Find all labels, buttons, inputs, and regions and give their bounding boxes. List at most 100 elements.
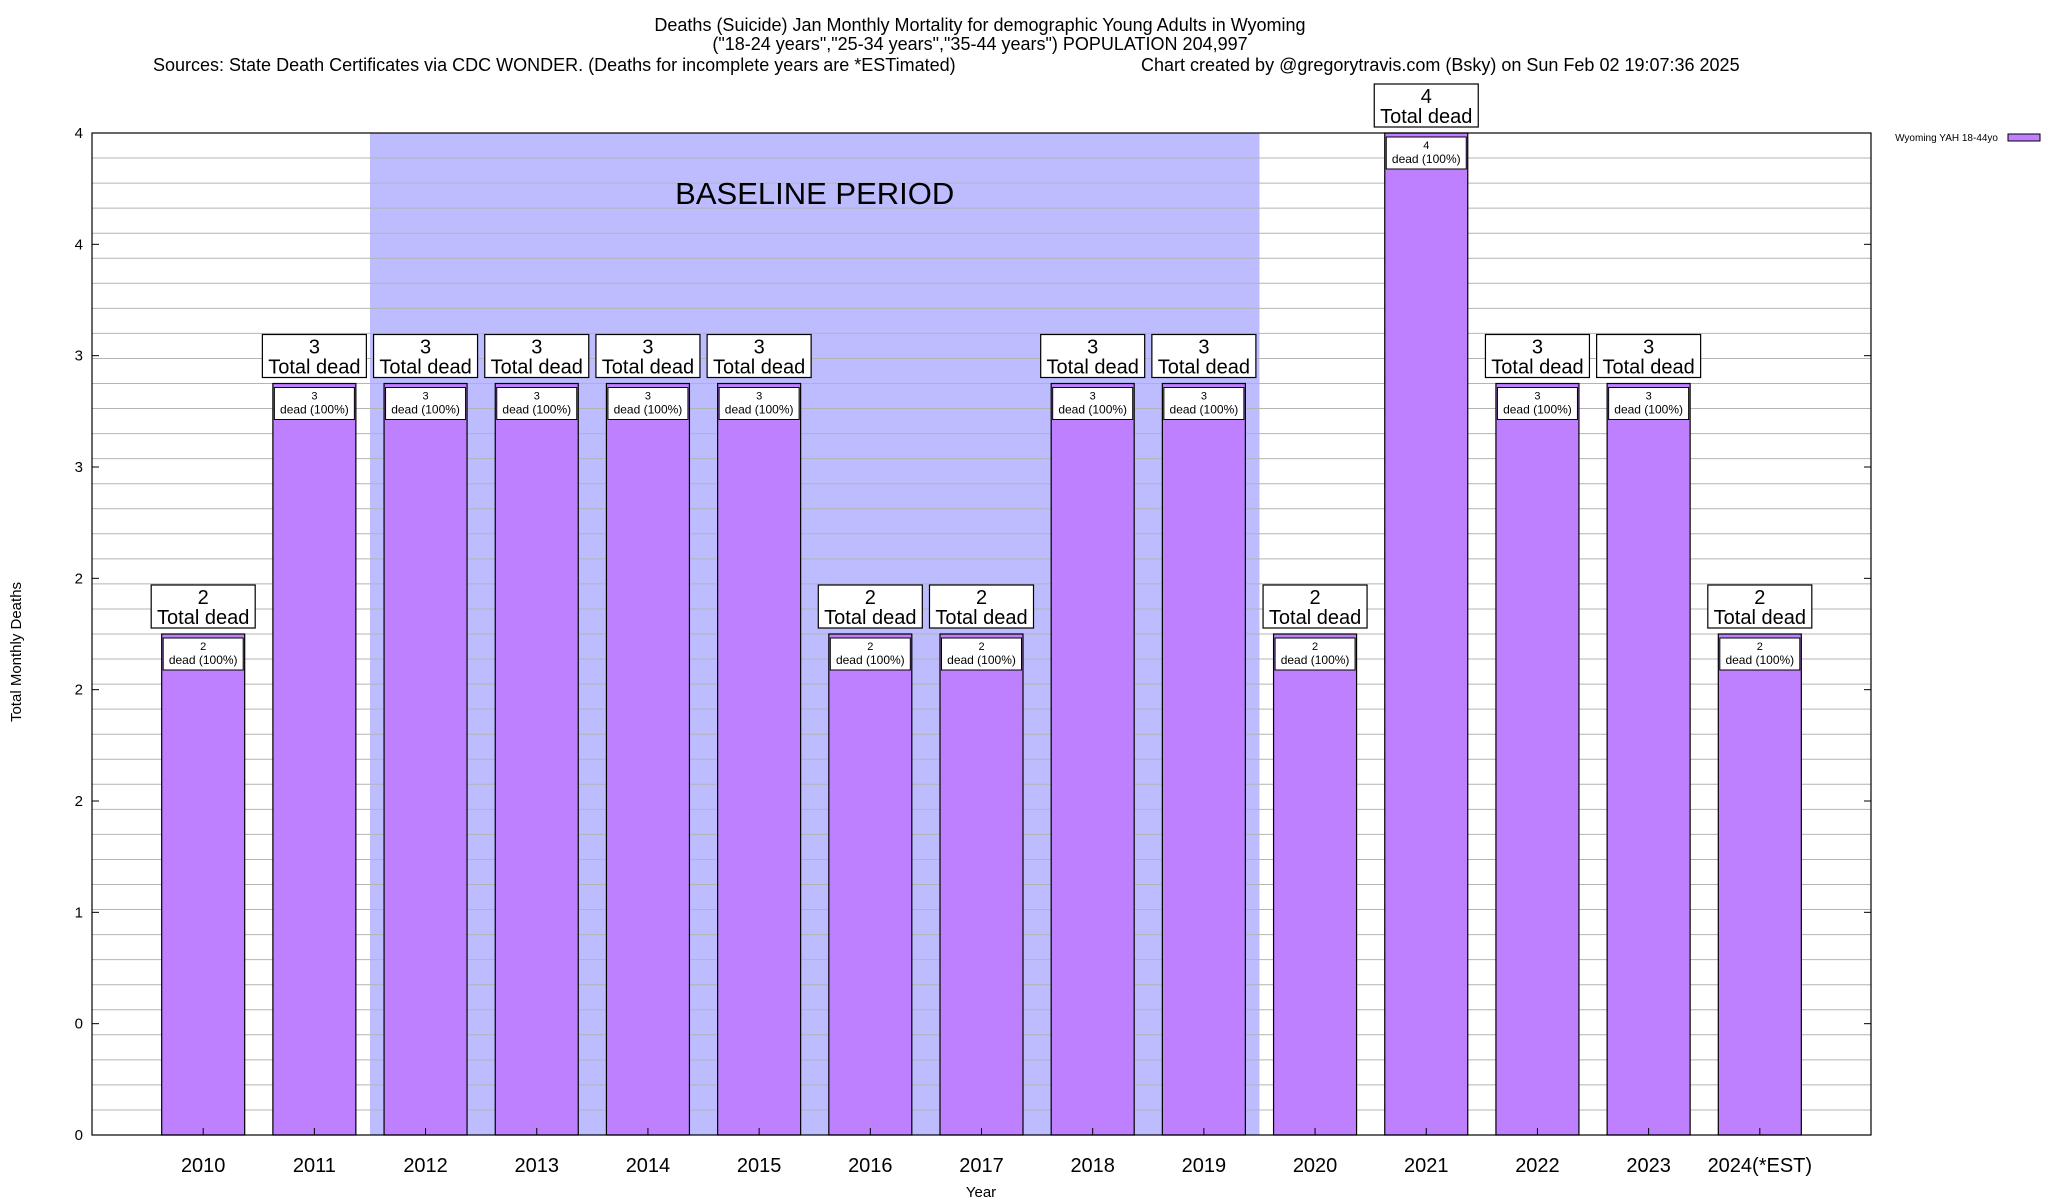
total-dead-value: 2 [1310, 587, 1321, 609]
dead-percent-caption: dead (100%) [1058, 403, 1127, 417]
total-dead-box [928, 584, 1035, 629]
x-tick-label: 2019 [1182, 1155, 1227, 1177]
x-tick-label: 2017 [959, 1155, 1004, 1177]
total-dead-box [261, 333, 367, 379]
dead-percent-caption: dead (100%) [169, 653, 238, 667]
dead-percent-value: 4 [1423, 140, 1429, 152]
dead-percent-box [1719, 637, 1801, 671]
total-dead-box [1596, 333, 1702, 379]
total-dead-caption: Total dead [1158, 357, 1250, 379]
x-tick-label: 2022 [1515, 1155, 1560, 1177]
chart-title-line-1: Deaths (Suicide) Jan Monthly Mortality f… [654, 15, 1305, 35]
x-tick-label: 2020 [1293, 1155, 1338, 1177]
dead-percent-box [1496, 387, 1578, 420]
x-tick-label: 2014 [626, 1155, 671, 1177]
dead-percent-value: 3 [423, 391, 429, 403]
total-dead-box [1484, 333, 1591, 379]
total-dead-box [1040, 333, 1146, 379]
chart-credit: Chart created by @gregorytravis.com (Bsk… [1141, 55, 1740, 75]
total-dead-value: 2 [865, 587, 876, 609]
y-axis-label: Total Monthly Deaths [8, 582, 25, 722]
total-dead-value: 2 [976, 587, 987, 609]
chart-sources: Sources: State Death Certificates via CD… [153, 55, 956, 75]
bar [272, 382, 357, 1136]
total-dead-caption: Total dead [1491, 357, 1583, 379]
legend-swatch [2007, 133, 2041, 142]
total-dead-value: 3 [531, 337, 542, 359]
total-dead-caption: Total dead [379, 357, 471, 379]
x-tick-label: 2021 [1404, 1155, 1449, 1177]
y-tick-label: 2 [75, 793, 83, 810]
x-tick-label: 2013 [515, 1155, 560, 1177]
total-dead-caption: Total dead [1602, 357, 1694, 379]
total-dead-caption: Total dead [1047, 357, 1139, 379]
total-dead-box [1262, 584, 1368, 629]
dead-percent-box [718, 387, 800, 420]
bar [1272, 633, 1358, 1136]
total-dead-box [1151, 333, 1257, 379]
dead-percent-box [1385, 136, 1467, 170]
dead-percent-value: 3 [534, 391, 540, 403]
dead-percent-value: 2 [978, 641, 984, 653]
y-tick-label: 3 [75, 348, 83, 365]
dead-percent-caption: dead (100%) [614, 403, 683, 417]
dead-percent-caption: dead (100%) [725, 403, 794, 417]
y-tick-label: 4 [75, 236, 83, 253]
total-dead-box [595, 333, 701, 379]
chart-title-line-2: ("18-24 years","25-34 years","35-44 year… [712, 34, 1247, 54]
y-tick-label: 1 [75, 904, 83, 921]
dead-percent-value: 3 [1201, 391, 1207, 403]
dead-percent-caption: dead (100%) [836, 653, 905, 667]
dead-percent-box [1274, 637, 1356, 671]
total-dead-box [1373, 83, 1479, 128]
dead-percent-value: 3 [756, 391, 762, 403]
total-dead-value: 2 [1754, 587, 1765, 609]
dead-percent-caption: dead (100%) [1725, 653, 1794, 667]
dead-percent-caption: dead (100%) [391, 403, 460, 417]
total-dead-value: 3 [1198, 337, 1209, 359]
total-dead-caption: Total dead [1269, 607, 1361, 629]
x-tick-label: 2016 [848, 1155, 893, 1177]
dead-percent-caption: dead (100%) [1503, 403, 1572, 417]
dead-percent-box [385, 387, 467, 420]
bars [161, 132, 1802, 1136]
bar [494, 382, 579, 1136]
dead-percent-caption: dead (100%) [502, 403, 571, 417]
x-axis-ticks: 2010 2011 2012 2013 2014 2015 2016 2017 2018 2019… [181, 1128, 1812, 1177]
total-dead-box [372, 333, 479, 379]
dead-percent-box [829, 637, 911, 671]
dead-percent-box [1163, 387, 1245, 420]
x-tick-label: 2015 [737, 1155, 782, 1177]
total-dead-caption: Total dead [602, 357, 694, 379]
total-dead-value: 3 [642, 337, 653, 359]
bar [939, 633, 1024, 1136]
dead-percent-value: 3 [311, 391, 317, 403]
total-dead-box [484, 333, 590, 379]
x-axis-label: Year [966, 1184, 996, 1200]
y-tick-label: 2 [75, 682, 83, 699]
total-dead-box [817, 584, 923, 629]
dead-percent-box [607, 387, 689, 420]
dead-percent-caption: dead (100%) [280, 403, 349, 417]
baseline-period-label: BASELINE PERIOD [675, 176, 954, 211]
total-dead-value: 3 [1087, 337, 1098, 359]
